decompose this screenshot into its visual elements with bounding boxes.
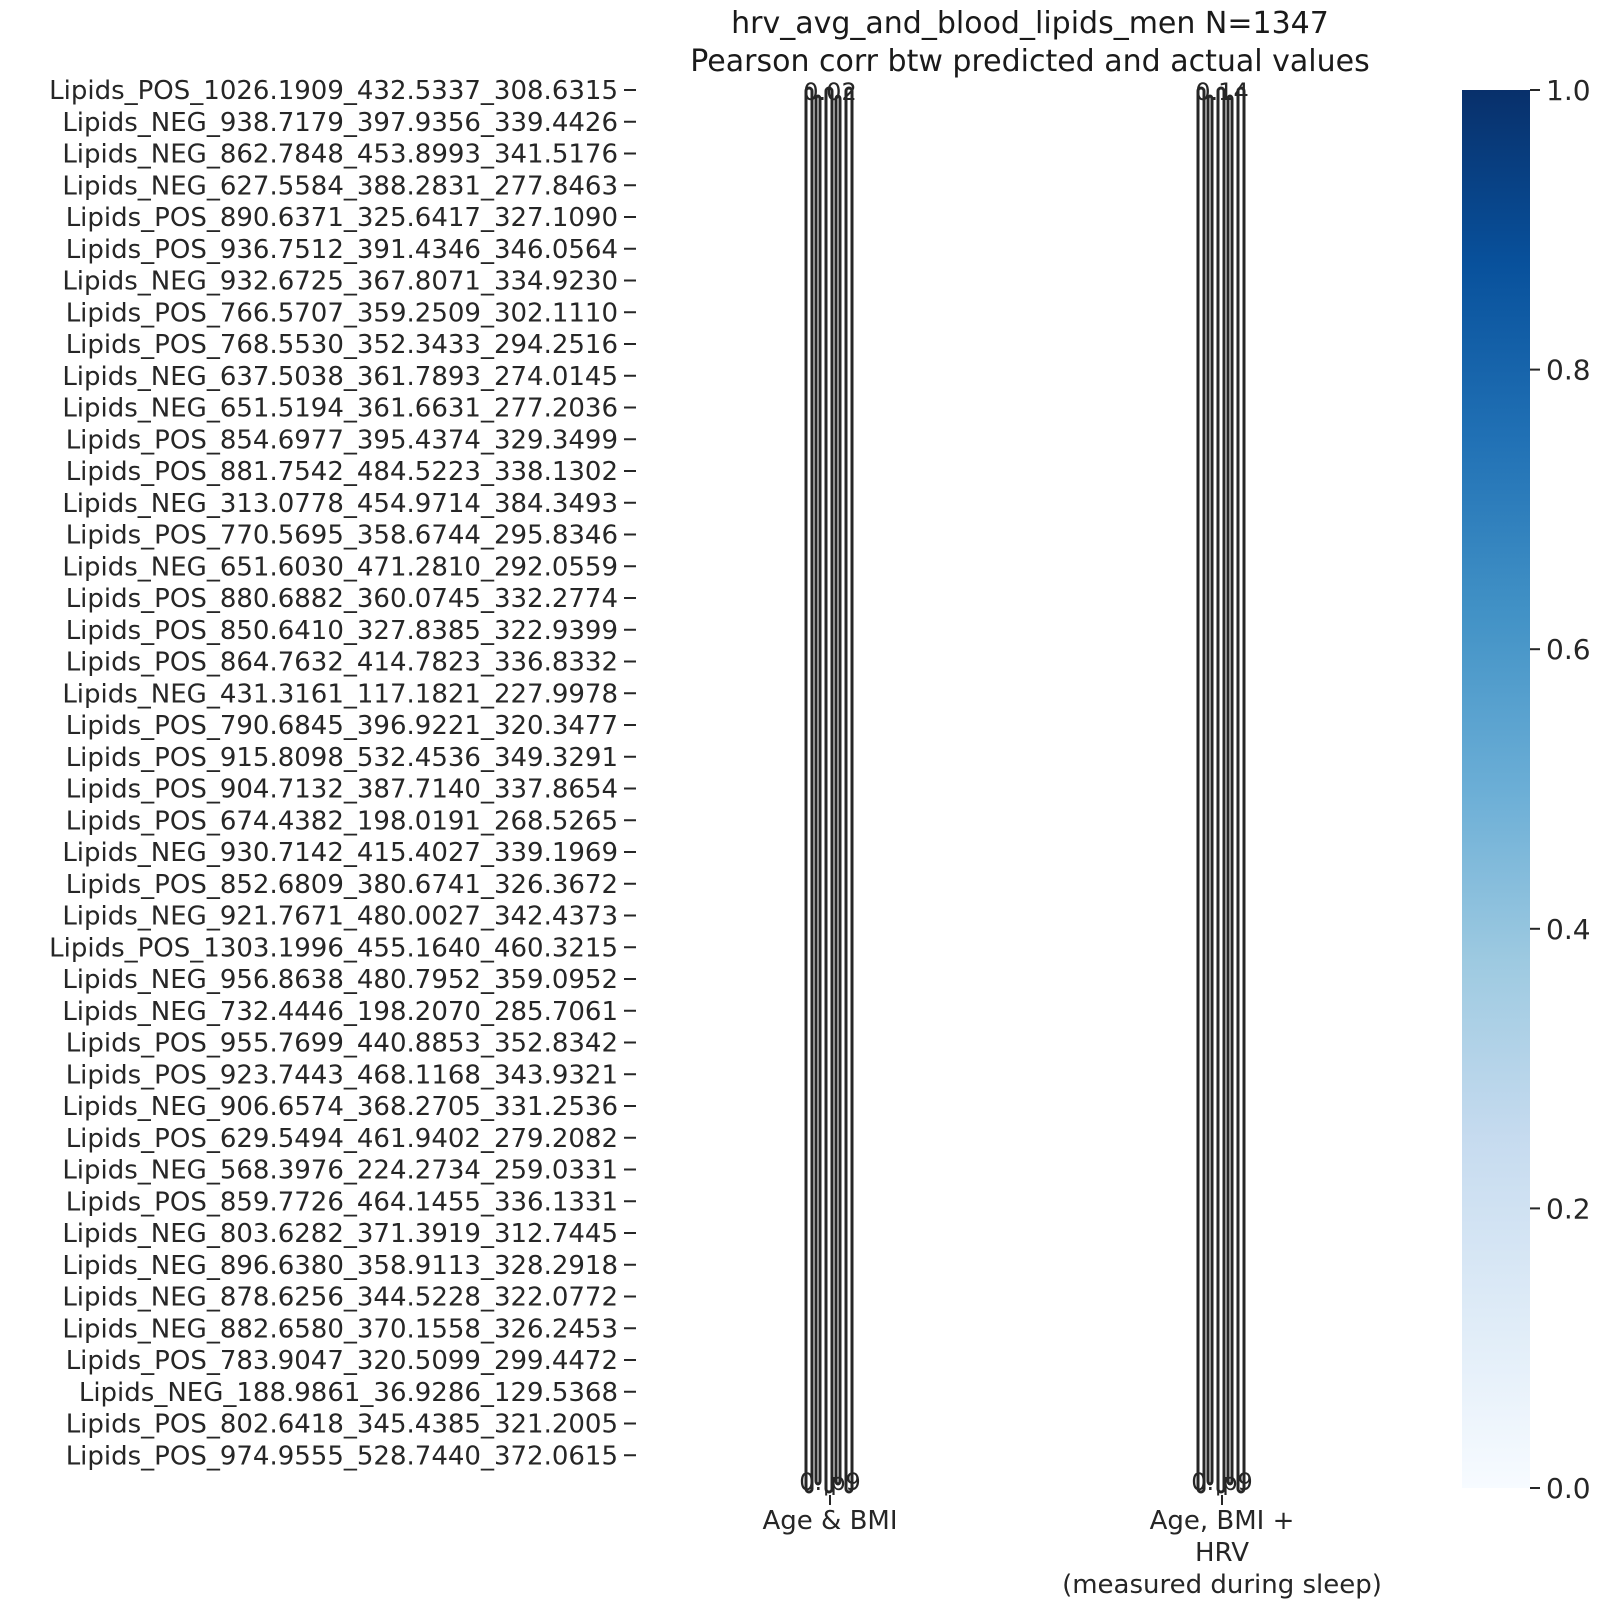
row-label: Lipids_POS_790.6845_396.9221_320.3477 [66, 711, 618, 741]
column-label: Age & BMI [762, 1506, 897, 1536]
row-label: Lipids_POS_629.5494_461.9402_279.2082 [66, 1124, 618, 1154]
annotation-stack [804, 86, 814, 1494]
row-label: Lipids_NEG_651.6030_471.2810_292.0559 [62, 552, 618, 582]
annotation-stack [1236, 86, 1246, 1494]
row-label: Lipids_POS_783.9047_320.5099_299.4472 [66, 1346, 618, 1376]
row-label: Lipids_NEG_921.7671_480.0027_342.4373 [62, 902, 618, 932]
row-label: Lipids_NEG_313.0778_454.9714_384.3493 [62, 489, 618, 519]
colorbar-tick-label: 0.4 [1546, 913, 1591, 946]
row-label: Lipids_NEG_956.8638_480.7952_359.0952 [62, 965, 618, 995]
row-label: Lipids_POS_802.6418_345.4385_321.2005 [66, 1410, 618, 1440]
cell-annotation-bottom: 0.|p9 [799, 1468, 861, 1496]
row-label: Lipids_NEG_803.6282_371.3919_312.7445 [62, 1219, 618, 1249]
annotation-stack [814, 94, 822, 1486]
row-label: Lipids_POS_890.6371_325.6417_327.1090 [66, 203, 618, 233]
row-label: Lipids_POS_904.7132_387.7140_337.8654 [66, 775, 618, 805]
row-label: Lipids_NEG_568.3976_224.2734_259.0331 [62, 1156, 618, 1186]
row-label: Lipids_POS_864.7632_414.7823_336.8332 [66, 648, 618, 678]
row-label: Lipids_NEG_932.6725_367.8071_334.9230 [62, 267, 618, 297]
row-label: Lipids_NEG_637.5038_361.7893_274.0145 [62, 362, 618, 392]
annotation-stack [1206, 94, 1214, 1486]
annotation-stack [1216, 86, 1226, 1494]
row-label: Lipids_POS_674.4382_198.0191_268.5265 [66, 806, 618, 836]
row-label: Lipids_NEG_188.9861_36.9286_129.5368 [79, 1378, 618, 1408]
cell-annotation-top: 0.02 [803, 78, 856, 106]
row-label: Lipids_POS_1026.1909_432.5337_308.6315 [49, 76, 618, 106]
cell-annotation-bottom: 0.|p9 [1191, 1468, 1253, 1496]
row-label: Lipids_POS_854.6977_395.4374_329.3499 [66, 425, 618, 455]
row-label: Lipids_POS_936.7512_391.4346_346.0564 [66, 235, 618, 265]
colorbar-tick-label: 0.0 [1546, 1472, 1591, 1505]
colorbar [1462, 90, 1530, 1488]
row-label: Lipids_NEG_732.4446_198.2070_285.7061 [62, 997, 618, 1027]
row-label: Lipids_POS_1303.1996_455.1640_460.3215 [49, 933, 618, 963]
row-label: Lipids_POS_766.5707_359.2509_302.1110 [66, 298, 618, 328]
row-label: Lipids_NEG_930.7142_415.4027_339.1969 [62, 838, 618, 868]
row-label: Lipids_POS_915.8098_532.4536_349.3291 [66, 743, 618, 773]
column-label: HRV [1195, 1538, 1249, 1568]
column-label: Age, BMI + [1150, 1506, 1295, 1536]
annotation-stack [1196, 86, 1206, 1494]
annotation-stack [834, 94, 842, 1486]
chart-subtitle: Pearson corr btw predicted and actual va… [690, 44, 1370, 79]
colorbar-tick-label: 1.0 [1546, 74, 1591, 107]
row-label: Lipids_POS_852.6809_380.6741_326.3672 [66, 870, 618, 900]
annotation-stack [844, 86, 854, 1494]
row-label: Lipids_POS_955.7699_440.8853_352.8342 [66, 1029, 618, 1059]
colorbar-tick-label: 0.8 [1546, 354, 1591, 387]
colorbar-tick-label: 0.6 [1546, 633, 1591, 666]
row-label: Lipids_POS_770.5695_358.6744_295.8346 [66, 521, 618, 551]
row-label: Lipids_NEG_627.5584_388.2831_277.8463 [62, 171, 618, 201]
row-label: Lipids_POS_768.5530_352.3433_294.2516 [66, 330, 618, 360]
row-label: Lipids_POS_923.7443_468.1168_343.9321 [66, 1060, 618, 1090]
row-label: Lipids_POS_880.6882_360.0745_332.2774 [66, 584, 618, 614]
column-label: (measured during sleep) [1062, 1570, 1382, 1600]
row-label: Lipids_NEG_906.6574_368.2705_331.2536 [62, 1092, 618, 1122]
chart-title: hrv_avg_and_blood_lipids_men N=1347 [731, 6, 1329, 41]
row-label: Lipids_NEG_878.6256_344.5228_322.0772 [62, 1283, 618, 1313]
colorbar-tick-label: 0.2 [1546, 1192, 1591, 1225]
row-label: Lipids_NEG_896.6380_358.9113_328.2918 [62, 1251, 618, 1281]
row-label: Lipids_POS_850.6410_327.8385_322.9399 [66, 616, 618, 646]
annotation-stack [824, 86, 834, 1494]
cell-annotation-top: 0.14 [1195, 78, 1248, 106]
row-label: Lipids_NEG_882.6580_370.1558_326.2453 [62, 1314, 618, 1344]
row-label: Lipids_NEG_938.7179_397.9356_339.4426 [62, 108, 618, 138]
row-label: Lipids_NEG_431.3161_117.1821_227.9978 [62, 679, 618, 709]
row-label: Lipids_POS_974.9555_528.7440_372.0615 [66, 1441, 618, 1471]
row-label: Lipids_POS_881.7542_484.5223_338.1302 [66, 457, 618, 487]
row-label: Lipids_NEG_862.7848_453.8993_341.5176 [62, 140, 618, 170]
annotation-stack [1226, 94, 1234, 1486]
row-label: Lipids_POS_859.7726_464.1455_336.1331 [66, 1187, 618, 1217]
row-label: Lipids_NEG_651.5194_361.6631_277.2036 [62, 394, 618, 424]
